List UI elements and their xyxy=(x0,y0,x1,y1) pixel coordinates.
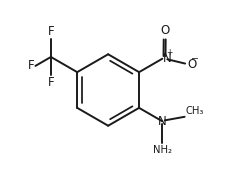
Text: N: N xyxy=(158,115,167,128)
Text: F: F xyxy=(48,76,54,89)
Text: NH₂: NH₂ xyxy=(153,145,172,155)
Text: CH₃: CH₃ xyxy=(186,106,204,116)
Text: −: − xyxy=(191,53,199,62)
Text: F: F xyxy=(48,25,54,38)
Text: O: O xyxy=(187,58,197,71)
Text: N: N xyxy=(163,52,172,65)
Text: +: + xyxy=(167,48,173,57)
Text: F: F xyxy=(27,59,34,72)
Text: O: O xyxy=(160,24,170,37)
